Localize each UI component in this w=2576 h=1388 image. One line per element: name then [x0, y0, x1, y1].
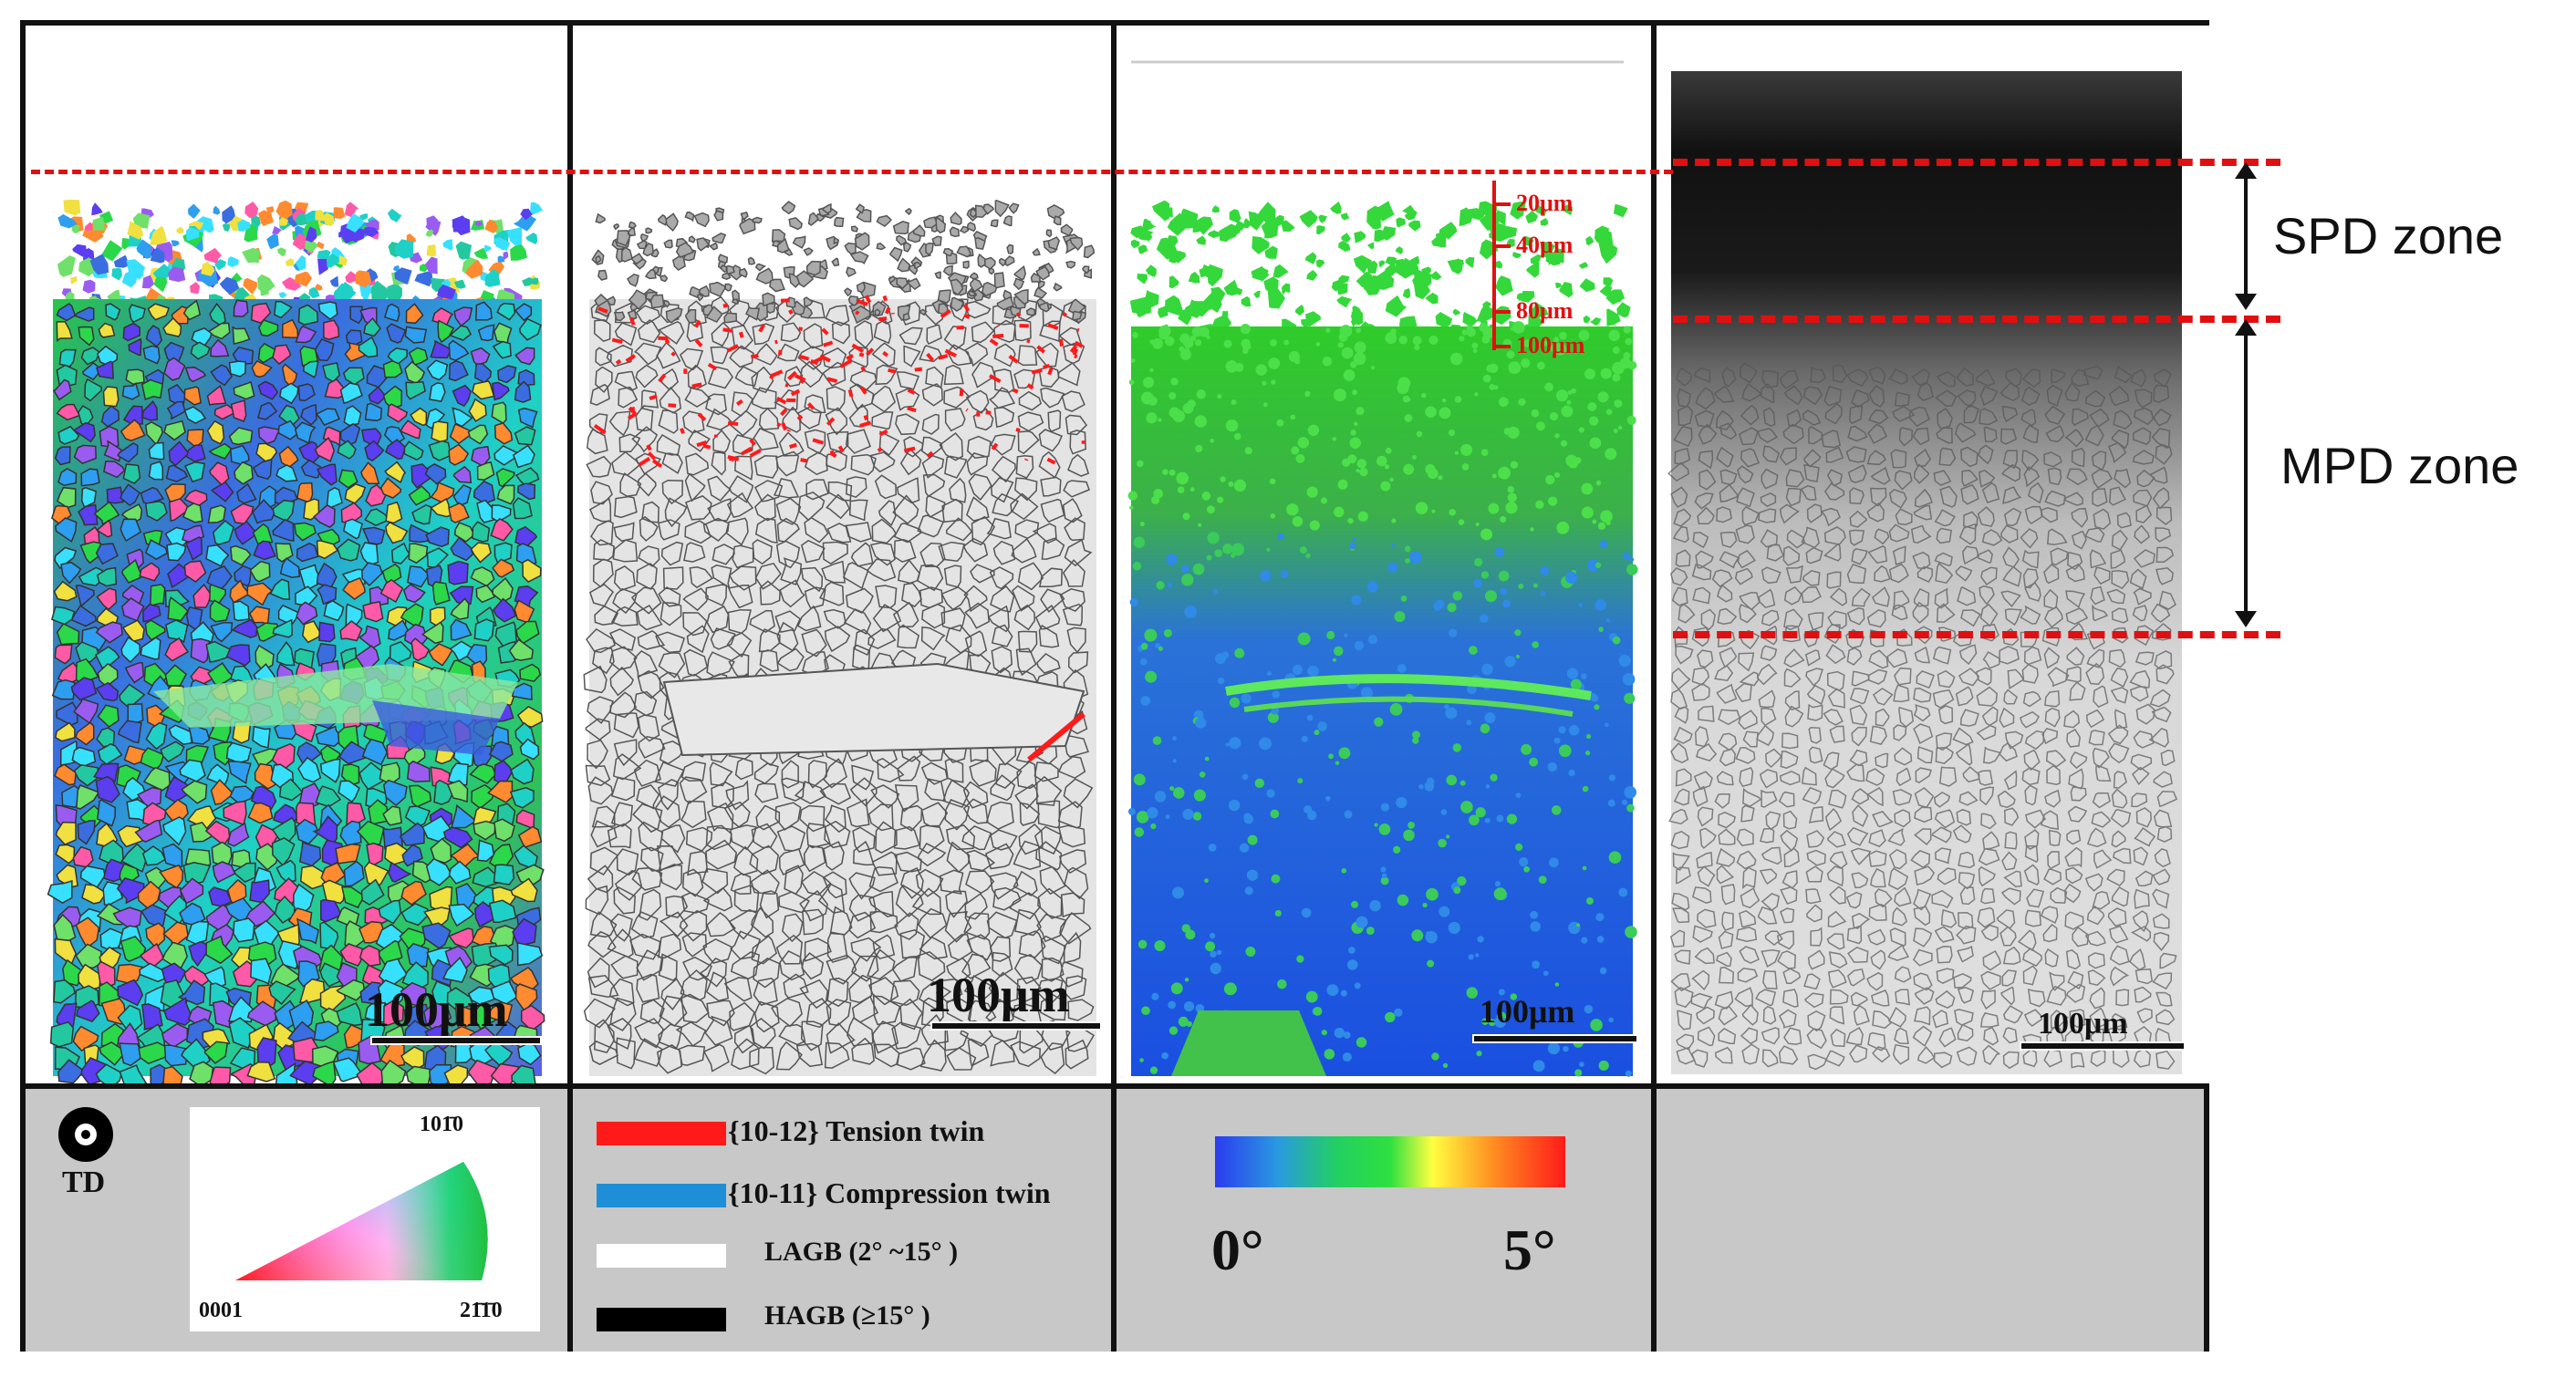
ipf-triangle-key: 101̄0 0001 21̄1̄0 — [190, 1107, 540, 1331]
depth-label-20: 20μm — [1516, 190, 1574, 216]
legend-divider-3 — [1651, 1089, 1657, 1352]
boundary-legend: {10-12} Tension twin {10-11} Compression … — [573, 1089, 1111, 1352]
boundary-label-3: HAGB (≥15° ) — [764, 1300, 930, 1331]
scale-bar-boundary — [930, 1021, 1102, 1031]
scale-bar-band-contrast — [2020, 1041, 2186, 1051]
scale-label-band-contrast: 100μm — [2038, 1007, 2128, 1041]
legend-divider — [26, 1083, 2204, 1089]
divider-2 — [1111, 26, 1117, 1346]
divider-1 — [567, 26, 573, 1346]
divider-3 — [1651, 26, 1657, 1346]
kam-min-label: 0° — [1211, 1217, 1264, 1282]
depth-tick-80 — [1492, 310, 1511, 314]
kam-colorbar — [1215, 1136, 1565, 1187]
boundary-label-1: {10-11} Compression twin — [728, 1176, 1051, 1209]
boundary-label-2: LAGB (2° ~15° ) — [764, 1237, 959, 1267]
mpd-bottom-dash-line — [1673, 631, 2280, 638]
ipf-corner-left: 0001 — [199, 1299, 243, 1322]
scale-bar-ipf — [370, 1036, 542, 1045]
spd-bottom-dash-line — [1673, 316, 2280, 323]
scale-label-kam: 100μm — [1480, 993, 1575, 1030]
surface-dash-line — [31, 170, 1673, 174]
boundary-label-0: {10-12} Tension twin — [728, 1114, 985, 1147]
boundary-swatch-1 — [597, 1184, 726, 1207]
depth-tick-100 — [1492, 345, 1511, 348]
ipf-map — [47, 199, 545, 1083]
panel-boundary: 100μm — [573, 26, 1111, 1083]
boundary-swatch-3 — [597, 1308, 726, 1331]
spd-zone-label: SPD zone — [2273, 207, 2504, 264]
depth-tick-40 — [1492, 244, 1511, 248]
band-contrast-map — [1667, 71, 2182, 1074]
depth-label-100: 100μm — [1516, 332, 1585, 358]
figure-frame: 100μm 100μm — [20, 20, 2209, 1352]
boundary-map — [583, 199, 1096, 1076]
depth-label-80: 80μm — [1516, 297, 1574, 324]
boundary-swatch-2 — [597, 1244, 726, 1268]
ipf-corner-right: 21̄1̄0 — [460, 1299, 503, 1322]
panel-band-contrast: 100μm — [1657, 26, 2209, 1083]
kam-max-label: 5° — [1503, 1217, 1556, 1282]
depth-tick-20 — [1492, 202, 1511, 206]
panel-ipf: 100μm — [26, 26, 567, 1083]
depth-bracket — [1492, 181, 1496, 350]
scale-label-ipf: 100μm — [365, 982, 508, 1037]
panel-kam: 100μm 20μm 40μm 80μm 100μm — [1117, 26, 1651, 1083]
td-symbol-icon — [58, 1107, 113, 1162]
td-label: TD — [62, 1165, 106, 1199]
kam-map — [1127, 60, 1638, 1077]
boundary-swatch-0 — [597, 1122, 726, 1145]
depth-label-40: 40μm — [1516, 232, 1574, 258]
ipf-corner-top: 101̄0 — [420, 1113, 463, 1136]
mpd-zone-label: MPD zone — [2280, 437, 2519, 494]
legend-divider-1 — [567, 1089, 573, 1352]
spd-top-dash-line — [1673, 159, 2280, 166]
scale-bar-kam — [1472, 1034, 1638, 1043]
legend-row: TD — [26, 1089, 2204, 1352]
legend-divider-2 — [1111, 1089, 1117, 1352]
scale-label-boundary: 100μm — [927, 968, 1070, 1022]
